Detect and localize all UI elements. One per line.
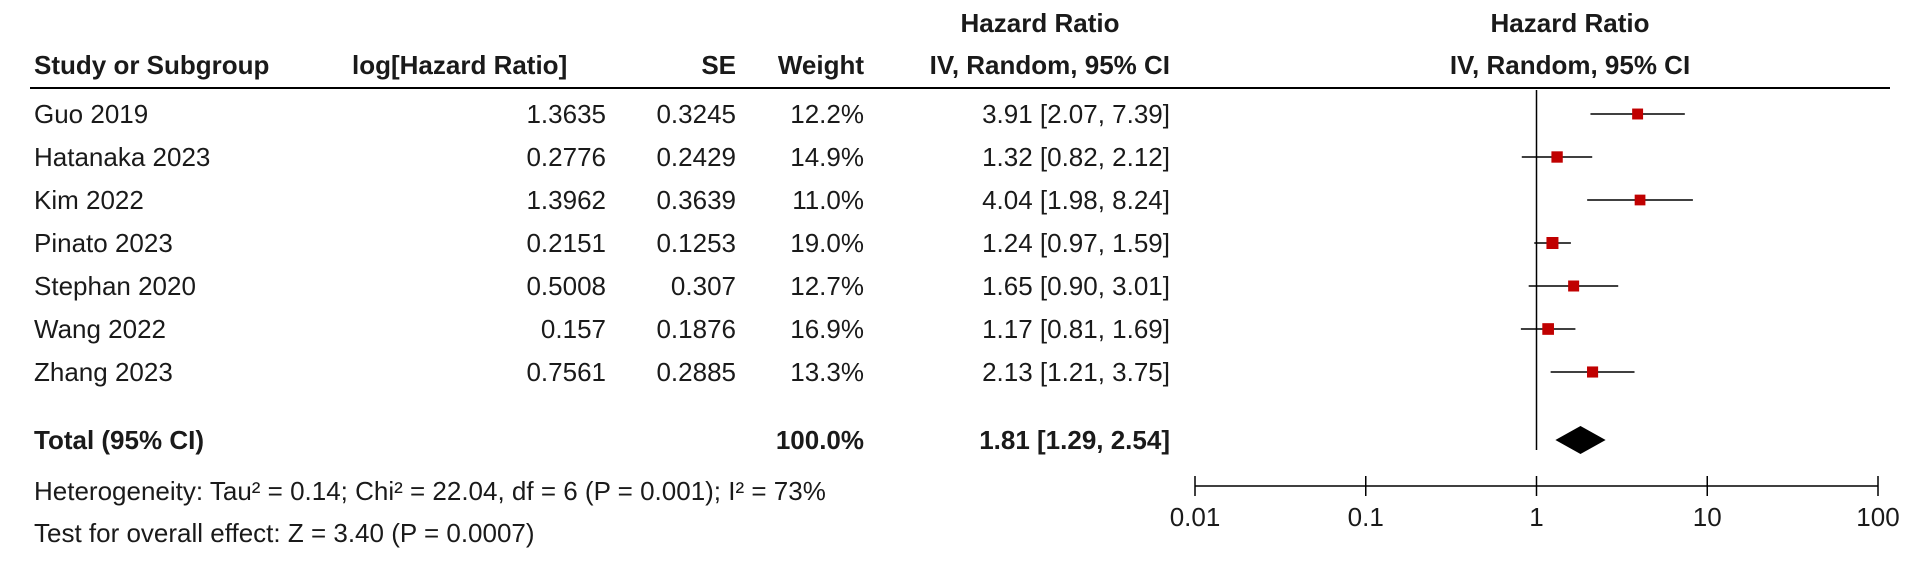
heterogeneity-text: Heterogeneity: Tau² = 0.14; Chi² = 22.04…	[34, 476, 826, 506]
plot-header-line1: Hazard Ratio	[1490, 8, 1650, 38]
se-value: 0.3639	[656, 185, 736, 215]
ci-value: 4.04 [1.98, 8.24]	[982, 185, 1170, 215]
study-name: Hatanaka 2023	[34, 142, 211, 172]
study-marker	[1551, 151, 1563, 163]
total-weight: 100.0%	[775, 425, 864, 455]
study-name: Pinato 2023	[34, 228, 173, 258]
study-marker	[1546, 237, 1559, 249]
total-label: Total (95% CI)	[34, 425, 204, 455]
x-tick-label: 10	[1693, 502, 1722, 532]
hr-column-header-line2: IV, Random, 95% CI	[929, 50, 1170, 80]
study-name: Stephan 2020	[34, 271, 196, 301]
ci-value: 2.13 [1.21, 3.75]	[982, 357, 1170, 387]
ci-value: 1.65 [0.90, 3.01]	[982, 271, 1170, 301]
x-tick-label: 100	[1856, 502, 1899, 532]
loghr-value: 1.3635	[526, 99, 606, 129]
study-marker	[1587, 366, 1599, 378]
loghr-column-header: log[Hazard Ratio]	[352, 50, 568, 80]
hr-column-header-line1: Hazard Ratio	[960, 8, 1120, 38]
x-tick-label: 0.01	[1170, 502, 1221, 532]
weight-value: 11.0%	[792, 185, 864, 215]
x-tick-label: 0.1	[1348, 502, 1384, 532]
loghr-value: 0.7561	[526, 357, 606, 387]
study-marker	[1542, 323, 1554, 335]
se-column-header: SE	[701, 50, 736, 80]
ci-value: 1.24 [0.97, 1.59]	[982, 228, 1170, 258]
loghr-value: 0.2776	[526, 142, 606, 172]
se-value: 0.2429	[656, 142, 736, 172]
weight-value: 12.2%	[790, 99, 864, 129]
study-name: Wang 2022	[34, 314, 167, 344]
x-tick-label: 1	[1529, 502, 1543, 532]
study-marker	[1568, 280, 1580, 292]
ci-value: 3.91 [2.07, 7.39]	[982, 99, 1170, 129]
study-marker	[1632, 108, 1644, 120]
se-value: 0.1876	[656, 314, 736, 344]
weight-value: 12.7%	[790, 271, 864, 301]
study-column-header: Study or Subgroup	[34, 50, 270, 80]
ci-value: 1.17 [0.81, 1.69]	[982, 314, 1170, 344]
loghr-value: 1.3962	[526, 185, 606, 215]
loghr-value: 0.2151	[526, 228, 606, 258]
study-name: Guo 2019	[34, 99, 149, 129]
se-value: 0.2885	[656, 357, 736, 387]
study-marker	[1634, 194, 1646, 206]
plot-header-line2: IV, Random, 95% CI	[1449, 50, 1691, 80]
se-value: 0.3245	[656, 99, 736, 129]
se-value: 0.307	[670, 271, 736, 301]
weight-column-header: Weight	[777, 50, 864, 80]
pooled-diamond	[1555, 426, 1606, 454]
study-name: Kim 2022	[34, 185, 144, 215]
weight-value: 16.9%	[790, 314, 864, 344]
weight-value: 13.3%	[790, 357, 864, 387]
se-value: 0.1253	[656, 228, 736, 258]
total-ci: 1.81 [1.29, 2.54]	[979, 425, 1170, 455]
overall-effect-text: Test for overall effect: Z = 3.40 (P = 0…	[34, 518, 535, 548]
ci-value: 1.32 [0.82, 2.12]	[982, 142, 1170, 172]
loghr-value: 0.157	[540, 314, 606, 344]
study-name: Zhang 2023	[34, 357, 173, 387]
loghr-value: 0.5008	[526, 271, 606, 301]
weight-value: 14.9%	[790, 142, 864, 172]
weight-value: 19.0%	[790, 228, 864, 258]
